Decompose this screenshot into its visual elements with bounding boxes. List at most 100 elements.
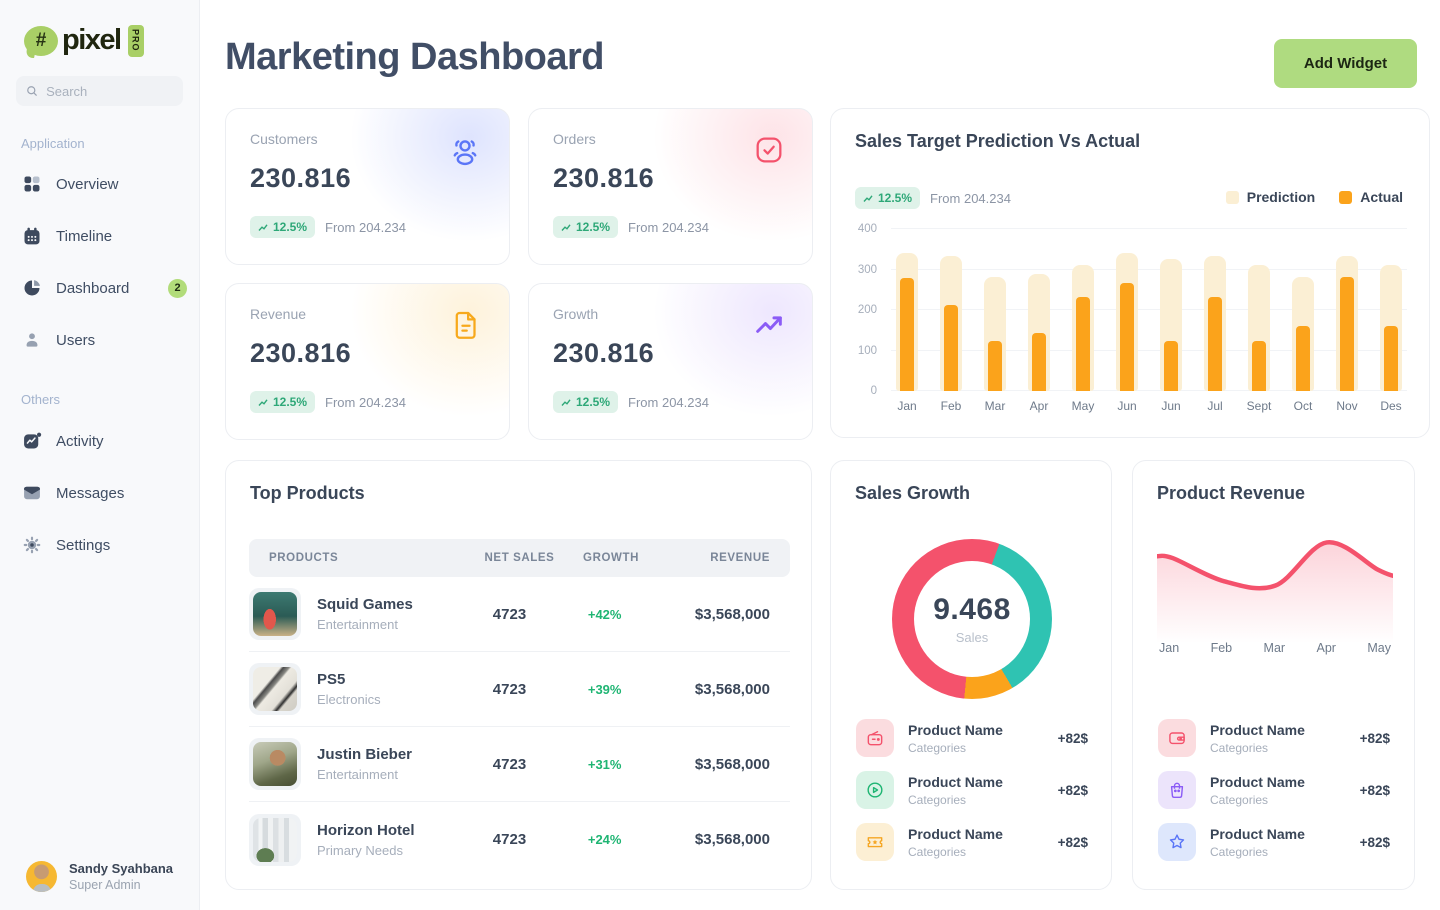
sidebar-nav-others: Activity Messages Settings [0, 427, 199, 583]
product-revenue-title: Product Revenue [1157, 483, 1306, 503]
sidebar-item-overview[interactable]: Overview [21, 170, 187, 198]
shopping-bag-icon [1158, 771, 1196, 809]
sidebar-item-users[interactable]: Users [21, 326, 187, 354]
list-item[interactable]: Product Name Categories +82$ [856, 823, 1088, 861]
bar-feb-1 [939, 229, 963, 391]
list-item[interactable]: Product Name Categories +82$ [1158, 771, 1390, 809]
sidebar-item-dashboard[interactable]: Dashboard 2 [21, 274, 187, 302]
stat-label: Revenue [250, 306, 307, 322]
legend-prediction[interactable]: Prediction [1225, 189, 1315, 205]
bar-jun-6 [1159, 229, 1183, 391]
stat-value: 230.816 [553, 163, 655, 193]
top-products-card: Top Products PRODUCTS NET SALES GROWTH R… [225, 460, 812, 890]
sidebar-item-activity[interactable]: Activity [21, 427, 187, 455]
sidebar-section-others: Others [21, 392, 61, 407]
sales-growth-product-list: Product Name Categories +82$ Product Nam… [856, 719, 1088, 875]
legend-actual[interactable]: Actual [1339, 189, 1403, 205]
bar-jan-0 [895, 229, 919, 391]
from-note: From 204.234 [628, 394, 709, 410]
sidebar-item-label: Timeline [56, 227, 113, 245]
area-chart-x-axis: Jan Feb Mar Apr May [1159, 641, 1391, 655]
bar-nov-10 [1335, 229, 1359, 391]
sidebar-item-label: Users [56, 331, 96, 349]
list-item[interactable]: Product Name Categories +82$ [1158, 823, 1390, 861]
product-thumbnail [249, 588, 301, 640]
wallet-icon [1158, 719, 1196, 757]
delta-badge: 12.5% [250, 216, 316, 238]
chart-title: Sales Target Prediction Vs Actual [855, 131, 1141, 151]
bar-oct-9 [1291, 229, 1315, 391]
check-square-icon [752, 133, 786, 172]
sales-growth-title: Sales Growth [855, 483, 971, 503]
table-row-justin-bieber[interactable]: Justin Bieber Entertainment 4723 +31% $3… [249, 727, 790, 802]
stat-label: Customers [250, 131, 318, 147]
delta-badge: 12.5% [855, 187, 921, 209]
sidebar-nav-application: Overview Timeline Dashboard 2 Users [0, 170, 199, 378]
stat-card-growth: Growth 230.816 12.5% From 204.234 [528, 283, 813, 440]
sidebar-item-messages[interactable]: Messages [21, 479, 187, 507]
actual-swatch [1339, 190, 1353, 204]
delta-badge: 12.5% [553, 216, 619, 238]
stat-label: Orders [553, 131, 596, 147]
products-table-header: PRODUCTS NET SALES GROWTH REVENUE [249, 539, 790, 577]
bar-chart-x-axis: Jan Feb Mar Apr May Jun Jun Jul Sept Oct Nov Des [897, 399, 1402, 413]
user-role: Super Admin [69, 878, 141, 892]
sidebar-item-settings[interactable]: Settings [21, 531, 187, 559]
list-item[interactable]: Product Name Categories +82$ [1158, 719, 1390, 757]
list-item[interactable]: Product Name Categories +82$ [856, 719, 1088, 757]
mini-trend-icon [258, 223, 268, 231]
sidebar-item-timeline[interactable]: Timeline [21, 222, 187, 250]
sidebar-item-label: Overview [56, 175, 119, 193]
bar-sept-8 [1247, 229, 1271, 391]
product-revenue-area-chart [1154, 523, 1396, 643]
table-row-squid-games[interactable]: Squid Games Entertainment 4723 +42% $3,5… [249, 577, 790, 652]
stat-card-customers: Customers 230.816 12.5% From 204.234 [225, 108, 510, 265]
grid-icon [21, 173, 43, 195]
play-circle-icon [856, 771, 894, 809]
sales-growth-donut-chart [892, 539, 1052, 699]
star-icon [1158, 823, 1196, 861]
search-input[interactable] [46, 83, 173, 99]
stat-card-orders: Orders 230.816 12.5% From 204.234 [528, 108, 813, 265]
list-item[interactable]: Product Name Categories +82$ [856, 771, 1088, 809]
gear-icon [21, 534, 43, 556]
mini-trend-icon [561, 223, 571, 231]
bar-jun-5 [1115, 229, 1139, 391]
search-box[interactable] [16, 76, 183, 106]
logo-wordmark: pixel [62, 24, 122, 56]
delta-badge: 12.5% [250, 391, 316, 413]
product-thumbnail [249, 663, 301, 715]
sidebar-item-label: Activity [56, 432, 104, 450]
add-widget-button[interactable]: Add Widget [1274, 39, 1417, 88]
stat-value: 230.816 [250, 163, 352, 193]
from-note: From 204.234 [325, 219, 406, 235]
mini-trend-icon [258, 398, 268, 406]
trending-up-icon [752, 308, 786, 347]
document-icon [449, 308, 483, 347]
top-products-title: Top Products [250, 483, 365, 503]
user-icon [21, 329, 43, 351]
search-icon [27, 86, 38, 96]
radio-icon [856, 719, 894, 757]
sidebar: # pixel PRO Application Overview Tim [0, 0, 200, 910]
mail-icon [21, 482, 43, 504]
mini-trend-icon [863, 194, 873, 202]
donut-center: 9.468 Sales [892, 539, 1052, 699]
prediction-swatch [1225, 190, 1239, 204]
page-title: Marketing Dashboard [225, 36, 605, 78]
user-name: Sandy Syahbana [69, 861, 174, 876]
products-table: PRODUCTS NET SALES GROWTH REVENUE Squid … [249, 539, 790, 877]
stat-label: Growth [553, 306, 599, 322]
delta-badge: 12.5% [553, 391, 619, 413]
user-profile[interactable]: Sandy Syahbana Super Admin [26, 861, 173, 892]
bar-apr-3 [1027, 229, 1051, 391]
stat-card-revenue: Revenue 230.816 12.5% From 204.234 [225, 283, 510, 440]
table-row-horizon-hotel[interactable]: Horizon Hotel Primary Needs 4723 +24% $3… [249, 802, 790, 877]
stat-value: 230.816 [553, 338, 655, 368]
product-revenue-product-list: Product Name Categories +82$ Product Nam… [1158, 719, 1390, 875]
bar-jul-7 [1203, 229, 1227, 391]
ticket-icon [856, 823, 894, 861]
brand-logo[interactable]: # pixel PRO [24, 24, 144, 57]
table-row-ps5[interactable]: PS5 Electronics 4723 +39% $3,568,000 [249, 652, 790, 727]
logo-bubble-icon: # [24, 25, 58, 56]
